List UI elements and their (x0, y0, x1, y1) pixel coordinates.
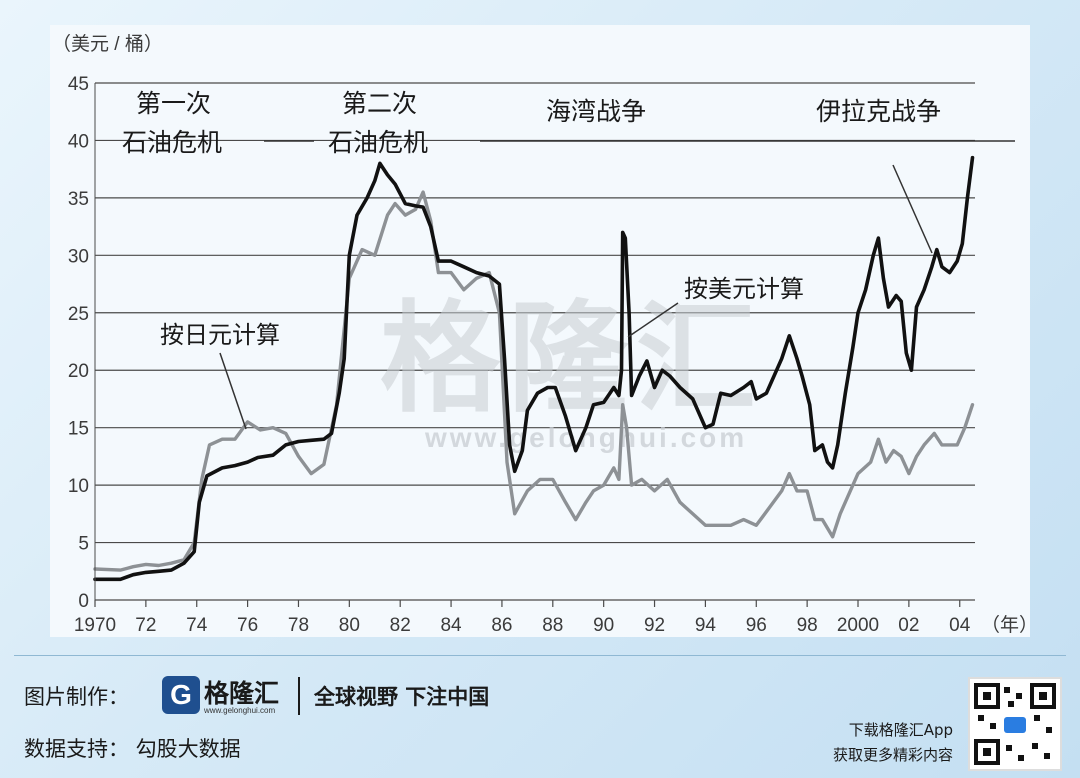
oil-price-chart: 格隆汇 www.gelonghui.com 0 5 10 15 20 25 30 35 40 45… (52, 33, 1030, 636)
x-axis-unit-label: （年） (981, 614, 1030, 636)
watermark-logo-text: 格隆汇 (380, 290, 764, 429)
series-layer (93, 155, 975, 582)
x-tick-label: 2000 (837, 615, 879, 636)
logo-name: 格隆汇 (204, 679, 280, 708)
annotation-second-oil-crisis-line1: 第二次 (342, 89, 417, 118)
annotation-iraq-war-pointer (892, 164, 933, 254)
series-label-jpy: 按日元计算 (160, 321, 280, 349)
x-tick-label: 82 (390, 615, 411, 636)
data-support: 数据支持： 勾股大数据 (24, 737, 241, 761)
x-tick-label: 98 (797, 615, 818, 636)
series-label-usd: 按美元计算 (684, 275, 804, 303)
series-line-usd (93, 155, 975, 582)
x-tick-label: 88 (542, 615, 563, 636)
footer: 图片制作： G 格隆汇 www.gelonghui.com 全球视野 下注中国 … (0, 655, 1080, 778)
x-tick-label: 72 (135, 615, 156, 636)
logo-g-icon: G (162, 676, 200, 714)
annotation-gulf-war: 海湾战争 (546, 97, 646, 126)
y-tick-label: 40 (68, 131, 89, 152)
y-tick-label: 15 (68, 419, 89, 440)
y-tick-label: 25 (68, 304, 89, 325)
annotation-first-oil-crisis-line1: 第一次 (136, 89, 211, 118)
series-label-usd-pointer (627, 302, 679, 338)
x-tick-label: 90 (593, 615, 614, 636)
x-tick-label: 86 (491, 615, 512, 636)
annotation-second-oil-crisis-line2: 石油危机 (328, 128, 428, 157)
app-promo-text: 获取更多精彩内容 (832, 746, 953, 764)
x-tick-label: 92 (644, 615, 665, 636)
y-tick-label: 45 (68, 74, 89, 95)
x-tick-label: 96 (746, 615, 767, 636)
usd-label-background (680, 271, 830, 305)
x-tick-label: 1970 (74, 615, 116, 636)
watermark-url: www.gelonghui.com (424, 422, 747, 453)
x-tick-label: 84 (440, 615, 462, 636)
brand-logo[interactable]: G 格隆汇 www.gelonghui.com (162, 674, 288, 718)
y-tick-label: 30 (68, 246, 89, 267)
x-tick-label: 74 (186, 615, 208, 636)
watermark: 格隆汇 www.gelonghui.com (380, 290, 764, 453)
x-tick-label: 04 (949, 615, 971, 636)
qr-code-graphic (974, 683, 1056, 765)
logo-url: www.gelonghui.com (204, 706, 276, 715)
credit-label: 图片制作： (24, 685, 129, 709)
y-tick-label: 35 (68, 189, 89, 210)
annotation-first-oil-crisis-line2: 石油危机 (122, 128, 222, 157)
x-tick-label: 94 (695, 615, 717, 636)
footer-divider (14, 655, 1066, 656)
footer-separator (298, 677, 300, 715)
y-tick-label: 20 (68, 361, 89, 382)
series-label-jpy-pointer (219, 352, 247, 430)
slogan: 全球视野 下注中国 (314, 685, 490, 709)
app-download-text: 下载格隆汇App (848, 721, 953, 739)
annotation-iraq-war: 伊拉克战争 (816, 97, 941, 126)
jpy-label-background (158, 318, 308, 352)
qr-code-icon[interactable] (968, 677, 1062, 771)
y-tick-label: 10 (68, 476, 89, 497)
chart-panel: 格隆汇 www.gelonghui.com 0 5 10 15 20 25 30 35 40 45… (50, 25, 1030, 637)
y-axis-unit-label: （美元 / 桶） (52, 33, 163, 55)
annotations: 第一次 石油危机 第二次 石油危机 海湾战争 伊拉克战争 按美元计算 按日元计算 (122, 89, 1015, 430)
y-tick-label: 5 (78, 534, 89, 555)
x-tick-label: 78 (288, 615, 309, 636)
axis-layer: 0 5 10 15 20 25 30 35 40 45 （美元 / 桶） 1970 72 74 76 78 80… (52, 33, 1030, 636)
series-line-jpy (93, 190, 975, 572)
x-tick-label: 80 (339, 615, 360, 636)
x-tick-label: 02 (898, 615, 919, 636)
x-tick-label: 76 (237, 615, 258, 636)
y-tick-label: 0 (78, 591, 89, 612)
